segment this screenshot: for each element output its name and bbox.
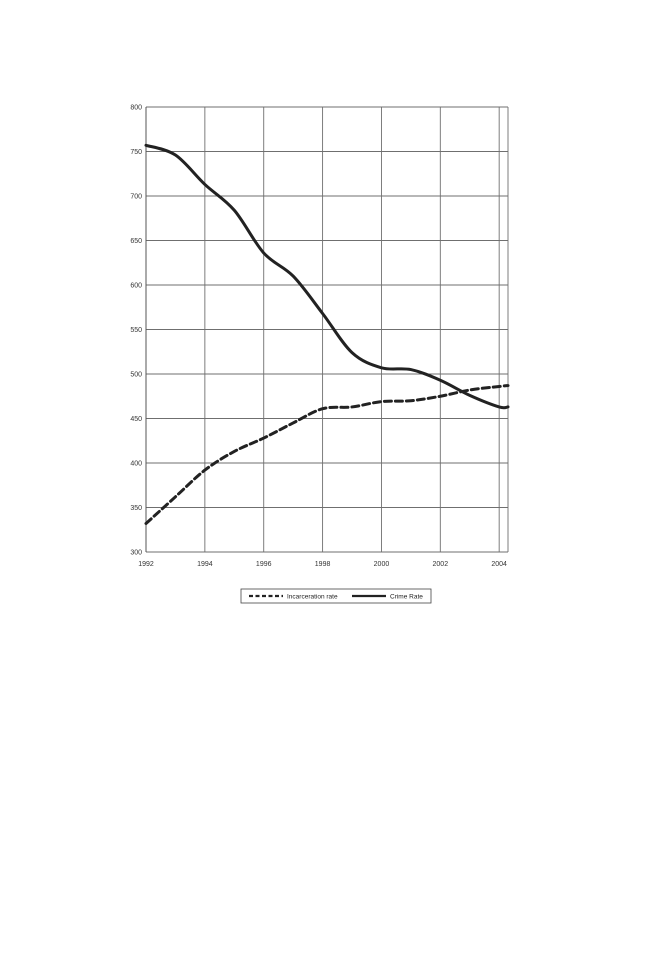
chart-container: 300 350 400 450 500 550 600 650 700 750 800 1992 199… [120,92,510,608]
legend-box [240,588,432,604]
y-tick-label: 700 [130,194,142,201]
y-tick-label: 300 [130,550,142,557]
axis-labels: 300 350 400 450 500 550 600 650 700 750 800 1992 199… [130,105,507,569]
y-tick-label: 400 [130,461,142,468]
legend-label: Crime Rate [390,593,423,600]
x-tick-label: 1996 [256,561,272,568]
grid [145,106,509,553]
y-tick-label: 450 [130,416,142,423]
series-line-incarceration-rate [144,384,510,526]
x-tick-label: 1994 [197,561,213,568]
legend: Incarceration rate Crime Rate [240,588,432,604]
line-chart: 300 350 400 450 500 550 600 650 700 750 800 1992 199… [120,92,510,608]
x-tick-label: 1992 [138,561,154,568]
x-tick-label: 2000 [374,561,390,568]
x-tick-label: 2002 [433,561,449,568]
y-tick-label: 600 [130,283,142,290]
series-line-crime-rate [144,143,510,410]
legend-label: Incarceration rate [287,593,338,600]
series [144,143,510,526]
chart-background [120,92,510,608]
y-tick-label: 500 [130,372,142,379]
y-tick-label: 550 [130,327,142,334]
x-tick-label: 2004 [491,561,507,568]
y-tick-label: 750 [130,149,142,156]
y-tick-label: 800 [130,105,142,112]
y-tick-label: 650 [130,238,142,245]
y-tick-label: 350 [130,505,142,512]
x-tick-label: 1998 [315,561,331,568]
